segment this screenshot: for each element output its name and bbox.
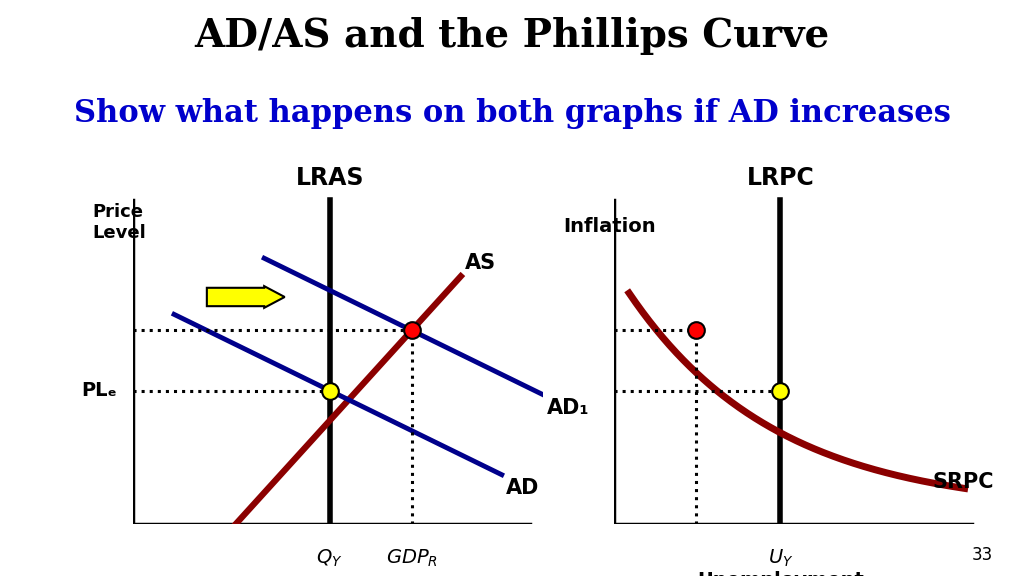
Text: AS: AS: [465, 253, 496, 273]
Text: $U_Y$: $U_Y$: [768, 548, 793, 569]
Text: 33: 33: [972, 547, 993, 564]
Text: LRPC: LRPC: [746, 166, 814, 190]
Text: Inflation: Inflation: [563, 217, 655, 236]
Text: PLₑ: PLₑ: [81, 381, 117, 400]
Text: $Q_Y$: $Q_Y$: [316, 548, 343, 569]
Text: Show what happens on both graphs if AD increases: Show what happens on both graphs if AD i…: [74, 98, 950, 129]
Text: AD₁: AD₁: [547, 398, 590, 418]
FancyArrow shape: [207, 286, 285, 308]
Text: AD/AS and the Phillips Curve: AD/AS and the Phillips Curve: [195, 17, 829, 55]
Text: Unemployment: Unemployment: [697, 571, 863, 576]
Text: Price
Level: Price Level: [92, 203, 145, 242]
Text: SRPC: SRPC: [933, 472, 994, 491]
Text: $GDP_R$: $GDP_R$: [386, 548, 437, 569]
Text: LRAS: LRAS: [296, 166, 364, 190]
Text: AD: AD: [506, 478, 540, 498]
